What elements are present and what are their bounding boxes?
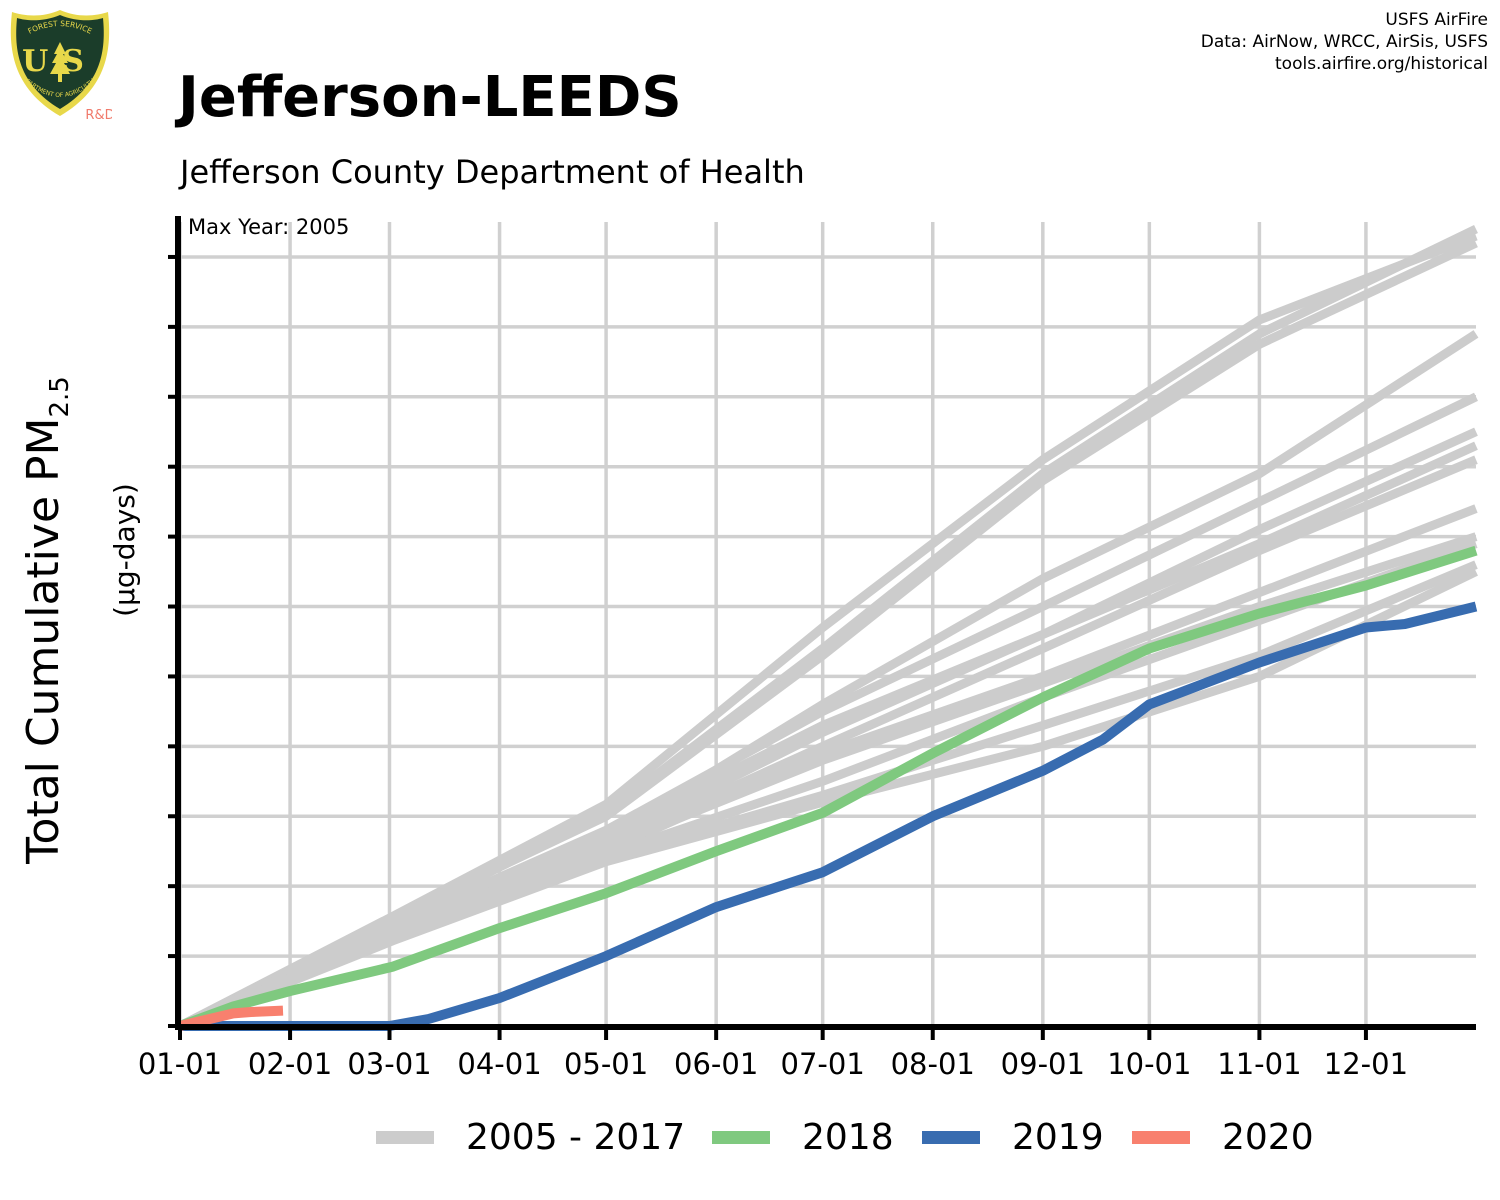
x-gridlines (178, 222, 1368, 1026)
credit-line: Data: AirNow, WRCC, AirSis, USFS (1200, 32, 1488, 52)
legend-swatch (1132, 1130, 1190, 1144)
x-tick-label: 01-01 (138, 1047, 222, 1081)
x-tick-label: 05-01 (564, 1047, 648, 1081)
legend-item-2020: 2020 (1132, 1112, 1314, 1162)
x-tick-label: 06-01 (674, 1047, 758, 1081)
series-line (178, 1005, 284, 1031)
legend-swatch (712, 1130, 770, 1144)
legend-label: 2019 (1012, 1116, 1104, 1158)
legend-swatch (922, 1130, 980, 1144)
page-subtitle: Jefferson County Department of Health (180, 153, 805, 191)
max-year-annotation: Max Year: 2005 (188, 215, 350, 239)
x-tick-label: 09-01 (1001, 1047, 1085, 1081)
legend-label: 2005 - 2017 (466, 1116, 686, 1158)
legend-label: 2020 (1222, 1116, 1314, 1158)
x-tick-label: 08-01 (891, 1047, 975, 1081)
series-line (178, 567, 1478, 1031)
credits: USFS AirFire Data: AirNow, WRCC, AirSis,… (1201, 9, 1488, 75)
legend-swatch (376, 1130, 434, 1144)
y-axis-unit: (µg-days) (108, 483, 141, 617)
page-title: Jefferson-LEEDS (178, 65, 682, 130)
credit-line: USFS AirFire (1385, 10, 1488, 30)
y-axis-label: Total Cumulative PM2.5 (18, 360, 75, 880)
x-axis-ticks: 01-01 02-01 03-01 04-01 05-01 06-01 07-01 08-01… (138, 1027, 1408, 1081)
x-tick-label: 11-01 (1217, 1047, 1301, 1081)
x-tick-label: 10-01 (1107, 1047, 1191, 1081)
usfs-shield-logo: FOREST SERVICE DEPARTMENT OF AGRICULTURE… (8, 8, 112, 120)
legend-item-2019: 2019 (922, 1112, 1104, 1162)
y-axis-ticks (168, 254, 178, 1028)
legend-item-2018: 2018 (712, 1112, 894, 1162)
y-axis-label-main: Total Cumulative PM (18, 417, 69, 864)
series-line (177, 231, 1478, 1030)
tree-icon (50, 42, 70, 82)
series-line (178, 545, 1478, 1031)
x-tick-label: 02-01 (248, 1047, 332, 1081)
series-line (177, 238, 1478, 1031)
legend: 2005 - 2017 2018 2019 2020 (0, 1112, 1500, 1162)
x-tick-label: 07-01 (781, 1047, 865, 1081)
series-line (178, 441, 1478, 1031)
y-axis-label-subscript: 2.5 (44, 376, 75, 418)
logo-badge: R&D (85, 108, 112, 120)
series-line (178, 539, 1478, 1031)
legend-label: 2018 (802, 1116, 894, 1158)
x-tick-label: 03-01 (347, 1047, 431, 1081)
x-tick-label: 04-01 (457, 1047, 541, 1081)
legend-item-2005-2017: 2005 - 2017 (376, 1112, 685, 1162)
x-tick-label: 12-01 (1324, 1047, 1408, 1081)
series-line (180, 601, 1478, 1031)
credit-line: tools.airfire.org/historical (1275, 54, 1488, 74)
series-layer (177, 224, 1479, 1031)
